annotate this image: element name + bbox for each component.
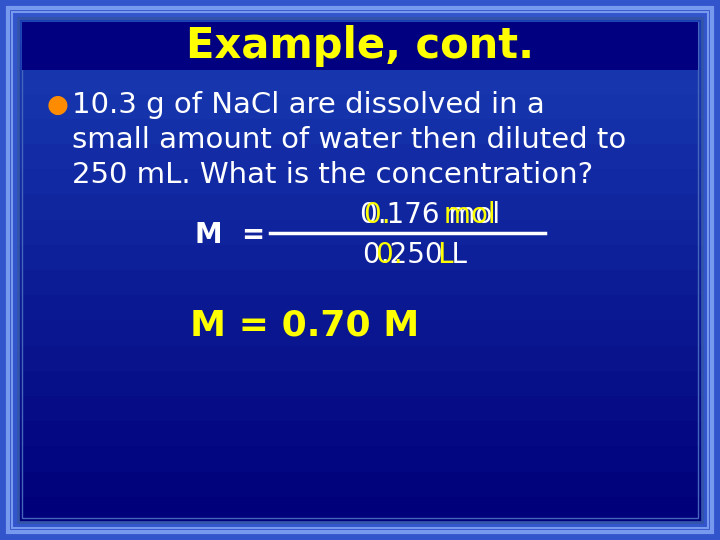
- Text: Example, cont.: Example, cont.: [186, 25, 534, 67]
- Bar: [18, 294, 702, 320]
- Bar: [18, 244, 702, 270]
- Text: ●: ●: [47, 93, 69, 117]
- Bar: [18, 168, 702, 194]
- Bar: [18, 319, 702, 346]
- Bar: [18, 68, 702, 93]
- Text: small amount of water then diluted to: small amount of water then diluted to: [72, 126, 626, 154]
- Bar: [22, 22, 698, 70]
- Bar: [18, 420, 702, 447]
- Bar: [18, 470, 702, 497]
- Text: 250 mL. What is the concentration?: 250 mL. What is the concentration?: [72, 161, 593, 189]
- Bar: [18, 345, 702, 371]
- Text: M = 0.70 M: M = 0.70 M: [190, 308, 419, 342]
- Bar: [18, 270, 702, 522]
- Text: 0.      mol: 0. mol: [364, 201, 496, 229]
- Bar: [18, 370, 702, 396]
- Text: 0.250 L: 0.250 L: [363, 241, 467, 269]
- Bar: [18, 143, 702, 169]
- Bar: [18, 395, 702, 421]
- Bar: [18, 269, 702, 295]
- Bar: [18, 42, 702, 69]
- Bar: [18, 118, 702, 144]
- Bar: [18, 18, 702, 270]
- Bar: [18, 17, 702, 43]
- Text: 0.    L: 0. L: [376, 241, 454, 269]
- Text: M  =: M =: [195, 221, 265, 249]
- Text: 0.176 mol: 0.176 mol: [360, 201, 500, 229]
- Text: 10.3 g of NaCl are dissolved in a: 10.3 g of NaCl are dissolved in a: [72, 91, 545, 119]
- Bar: [18, 193, 702, 220]
- Bar: [18, 446, 702, 471]
- Bar: [18, 496, 702, 522]
- Bar: [18, 92, 702, 119]
- Bar: [18, 219, 702, 245]
